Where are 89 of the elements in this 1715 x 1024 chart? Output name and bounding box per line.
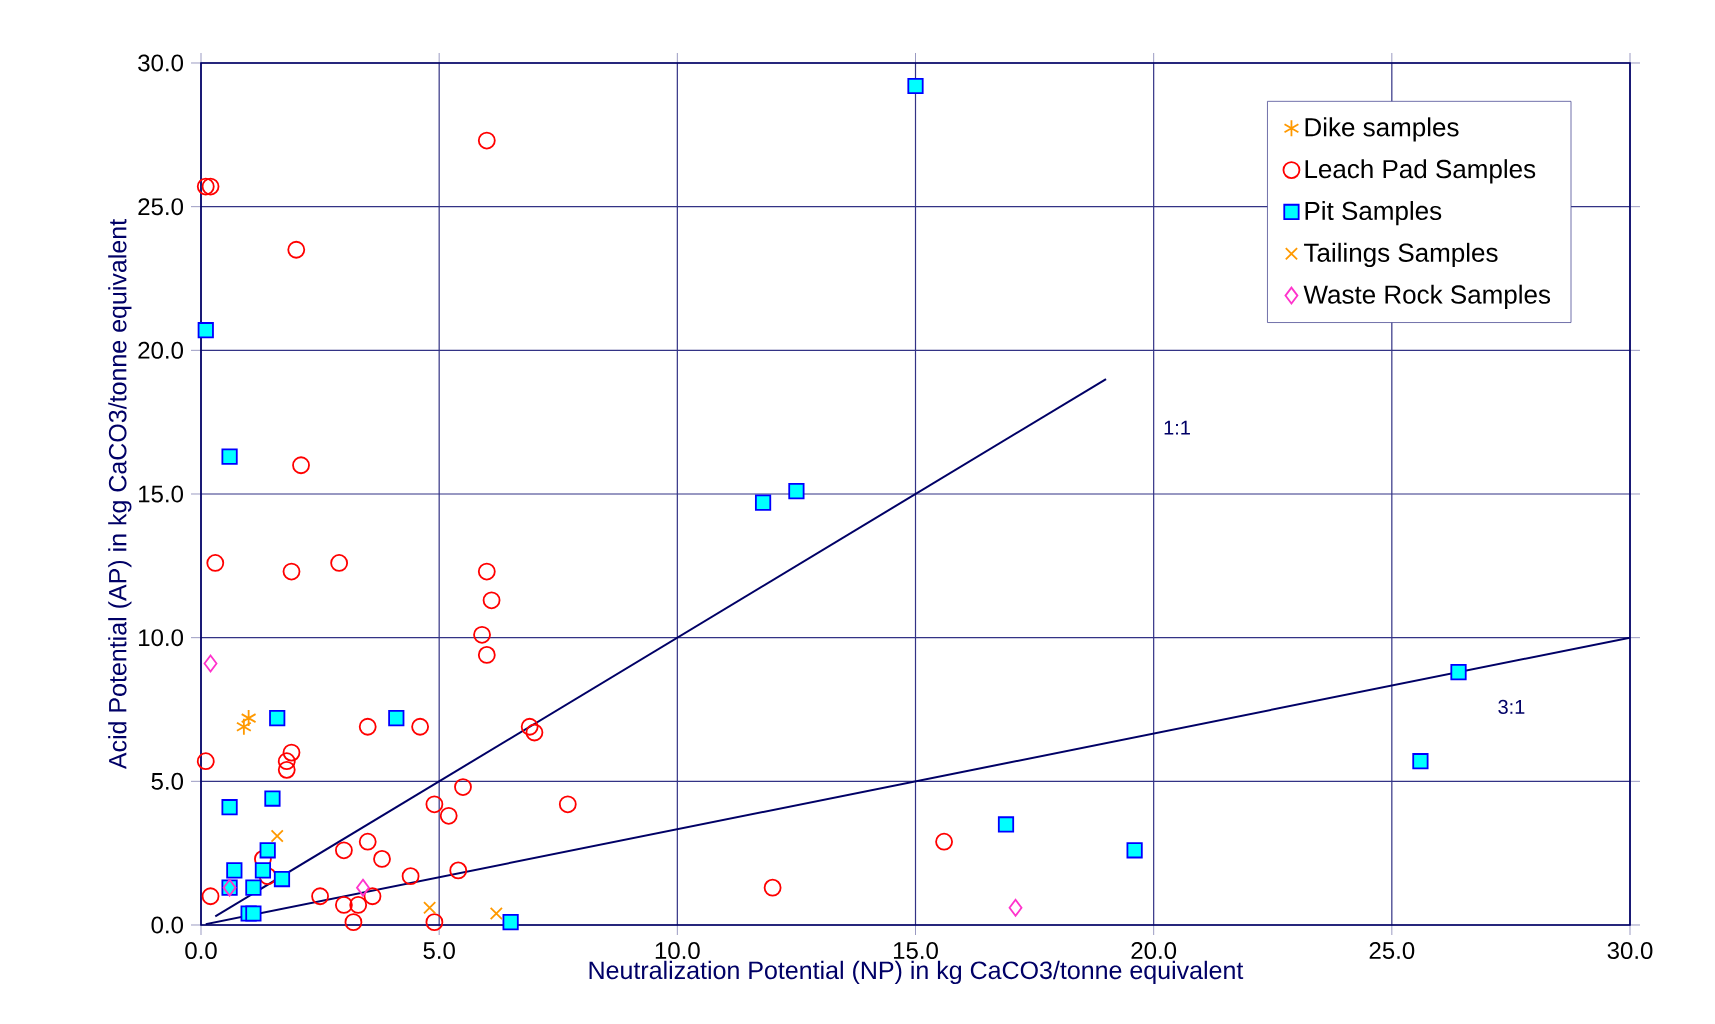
point [197, 322, 214, 339]
point [269, 710, 286, 727]
point [254, 862, 272, 879]
point [270, 829, 284, 843]
x-tick-label: 25.0 [1369, 942, 1415, 960]
point [196, 177, 215, 196]
point [282, 743, 301, 762]
point [373, 850, 391, 868]
point [520, 717, 539, 736]
x-tick-label: 10.0 [655, 942, 700, 960]
x-tick-label: 5.0 [423, 942, 455, 960]
point [997, 816, 1015, 833]
point [236, 717, 252, 736]
point [264, 790, 281, 807]
point [201, 887, 220, 906]
point [245, 905, 262, 922]
point [259, 842, 276, 859]
point [1412, 753, 1429, 770]
legend-label: Waste Rock Samples [1303, 284, 1551, 309]
point [287, 240, 306, 259]
point [201, 177, 220, 196]
point [245, 879, 262, 896]
point [273, 870, 291, 888]
y-tick-label: 5.0 [151, 772, 184, 790]
point [221, 448, 238, 465]
legend-label: Tailings Samples [1304, 242, 1498, 268]
y-tick-label: 15.0 [139, 485, 183, 503]
annotation: 3:1 [1498, 699, 1525, 714]
point [935, 832, 953, 851]
point [335, 895, 353, 914]
point [477, 131, 496, 150]
y-tick-label: 0.0 [151, 916, 184, 934]
point [292, 456, 310, 475]
point [489, 906, 503, 921]
point [558, 795, 577, 814]
y-tick-label: 20.0 [138, 341, 183, 359]
legend-label: Pit Samples [1305, 201, 1442, 226]
point [454, 778, 472, 796]
point [425, 795, 444, 814]
point [763, 878, 782, 897]
point [196, 752, 215, 771]
y-tick-label: 30.0 [138, 54, 183, 72]
point [477, 562, 496, 581]
point [525, 723, 544, 742]
point [203, 654, 218, 673]
point [754, 494, 772, 511]
x-tick-label: 20.0 [1131, 942, 1177, 960]
x-tick-label: 0.0 [185, 942, 217, 960]
point [1008, 898, 1023, 917]
point [344, 913, 363, 932]
point [206, 554, 225, 572]
point [439, 806, 458, 825]
point [482, 591, 501, 610]
point [388, 710, 405, 727]
point [277, 752, 296, 771]
point [473, 625, 491, 644]
legend-label: Leach Pad Samples [1305, 159, 1536, 184]
point [349, 895, 368, 914]
y-axis-title: Acid Potential (AP) in kg CaCO3/tonne equivalent [108, 219, 132, 770]
y-tick-label: 10.0 [139, 629, 183, 647]
point [907, 77, 924, 95]
point [1126, 842, 1143, 859]
point [1450, 664, 1467, 681]
point [411, 717, 430, 736]
point [423, 901, 437, 915]
annotation: 1:1 [1164, 420, 1190, 435]
point [401, 867, 420, 886]
point [335, 841, 353, 860]
legend-label: Dike samples [1305, 117, 1459, 142]
x-tick-label: 15.0 [893, 942, 938, 960]
point [282, 562, 301, 581]
point [311, 887, 329, 906]
point [363, 887, 382, 906]
point [502, 914, 519, 931]
point [788, 483, 805, 500]
y-tick-label: 25.0 [138, 198, 183, 216]
point [277, 760, 296, 779]
x-axis-title: Neutralization Potential (NP) in kg CaCO3/tonne equivalent [589, 960, 1244, 985]
point [330, 554, 349, 572]
point [221, 799, 238, 816]
point [226, 862, 243, 879]
point [477, 646, 496, 664]
point [358, 717, 377, 736]
point [240, 709, 257, 728]
point [358, 832, 377, 851]
point [356, 878, 370, 897]
point [449, 861, 468, 880]
point [425, 913, 444, 932]
x-tick-label: 30.0 [1607, 942, 1653, 960]
